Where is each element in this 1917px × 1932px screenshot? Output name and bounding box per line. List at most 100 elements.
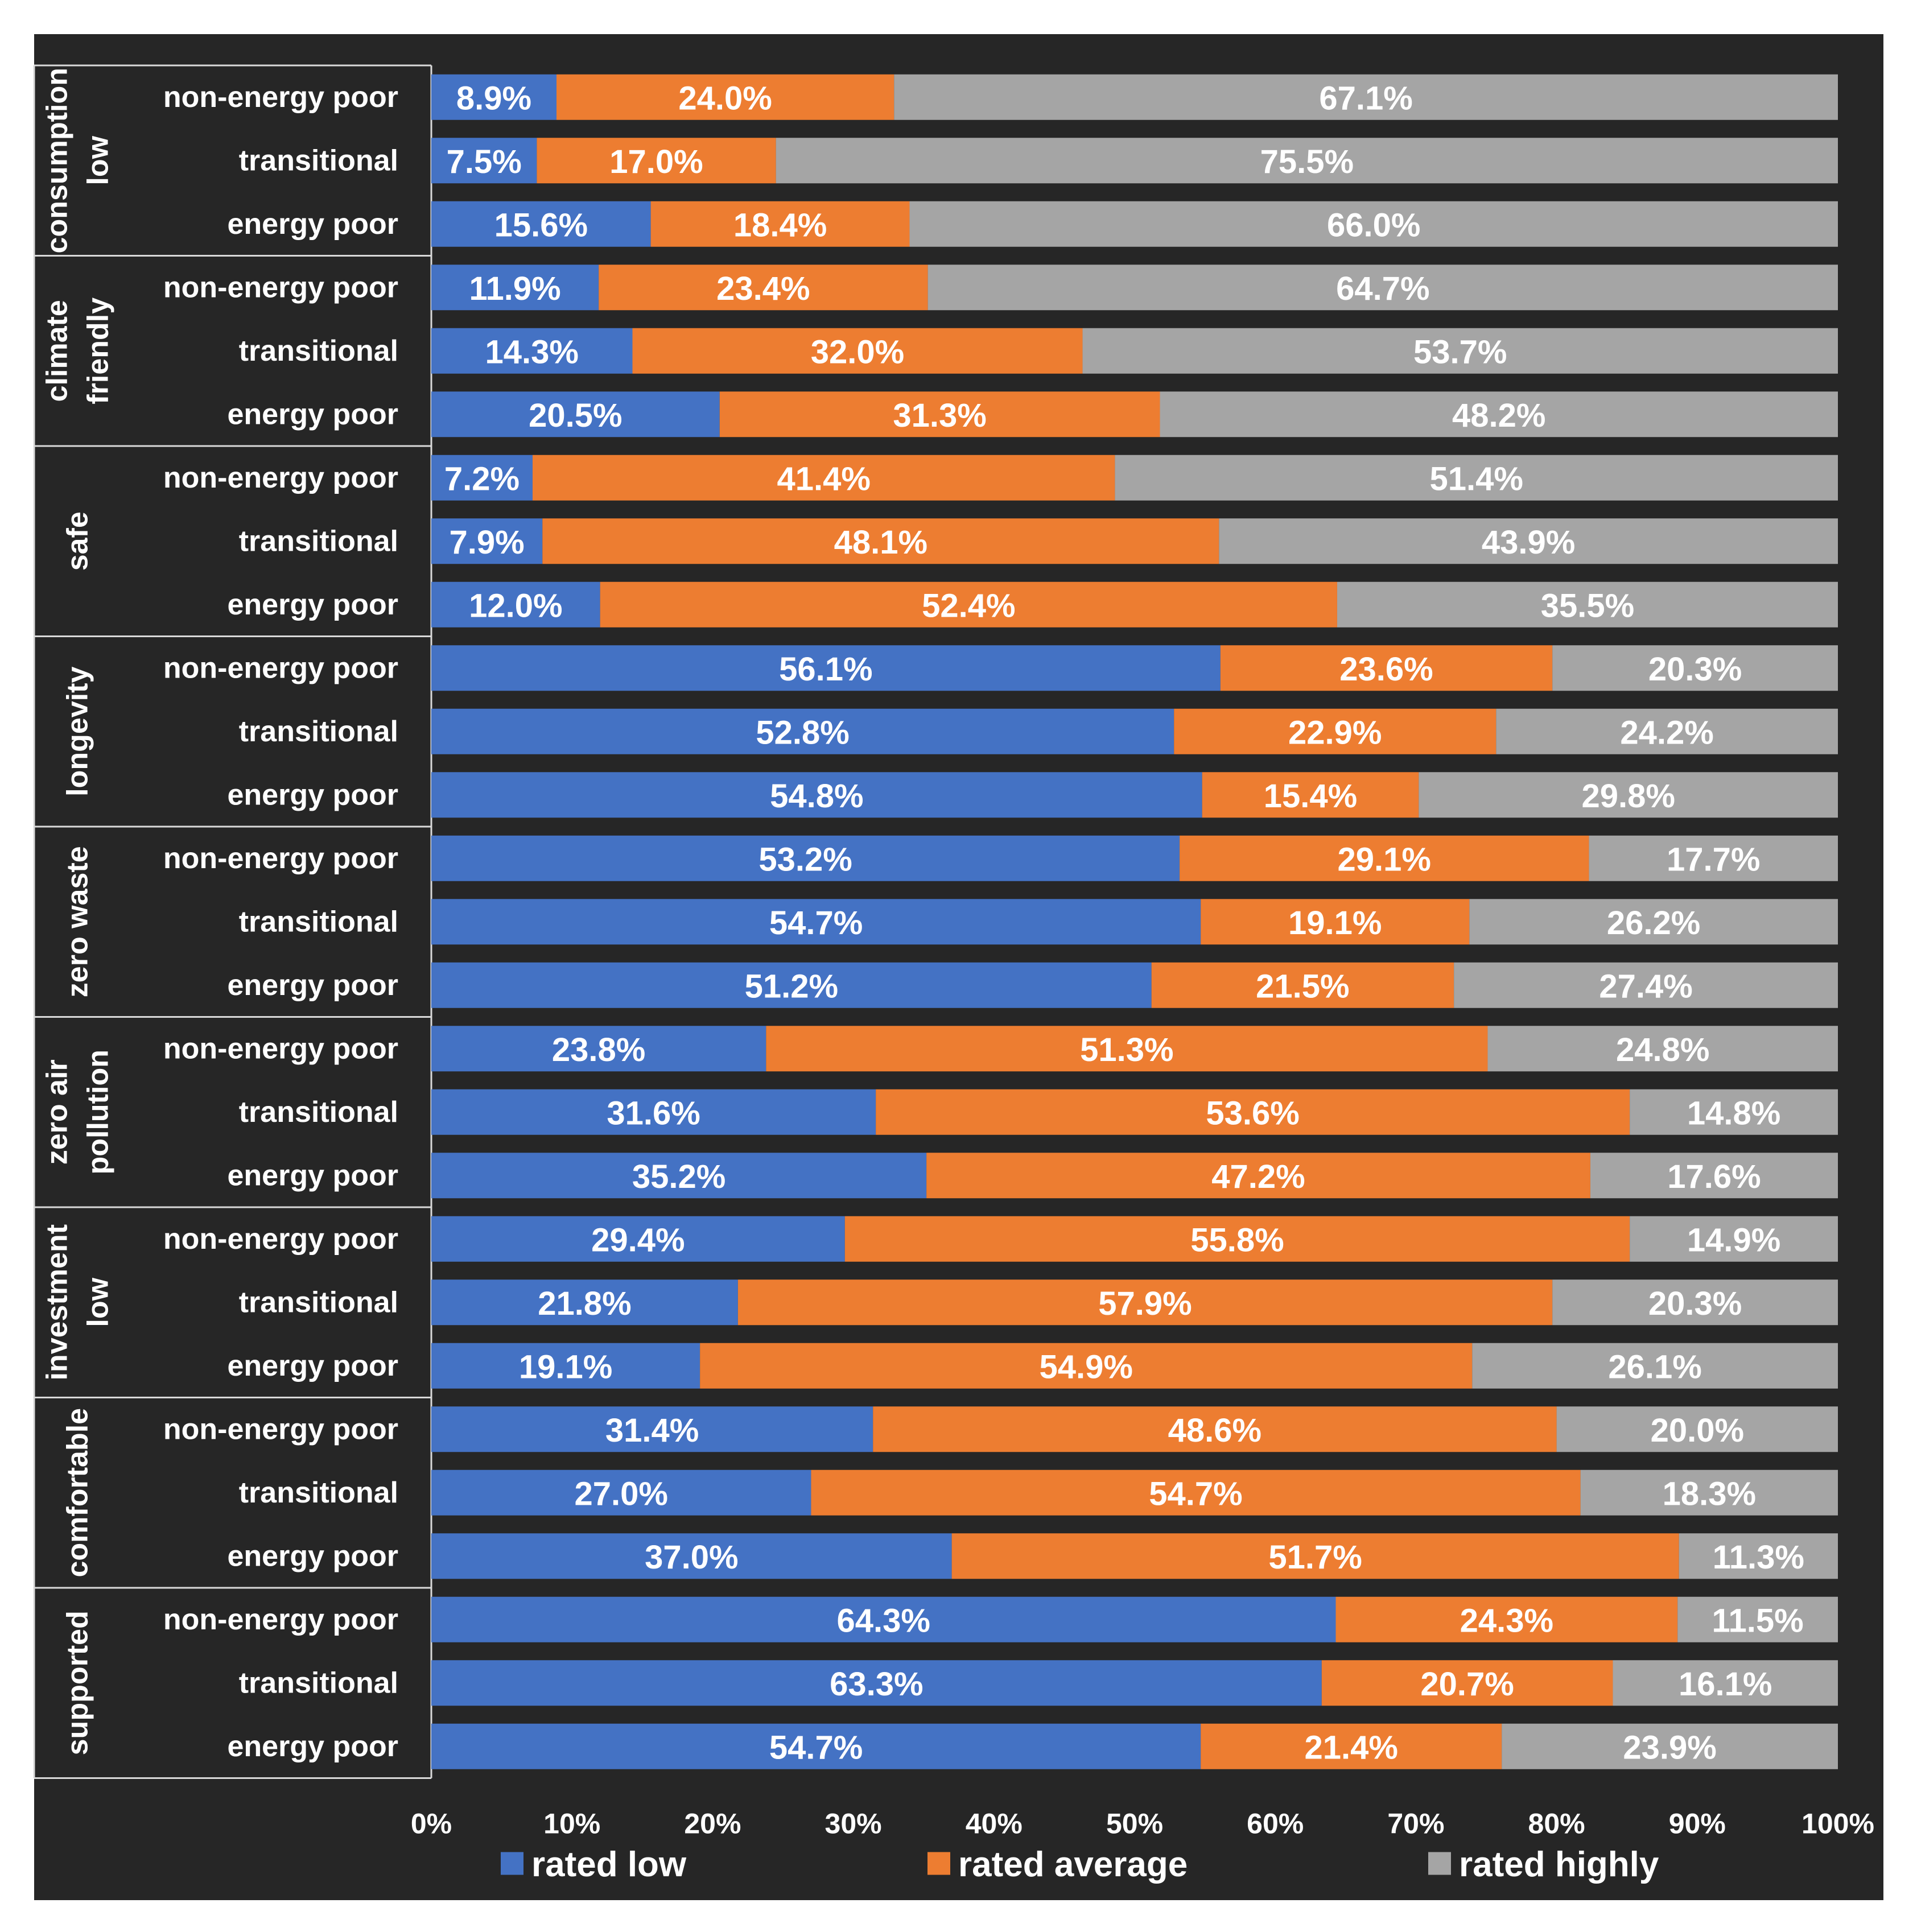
bar-segment-low [431,899,1201,945]
data-label-low: 37.0% [645,1539,738,1576]
data-label-average: 53.6% [1206,1095,1299,1132]
bar-segment-low [431,1216,845,1262]
bar-segment-low [431,1279,738,1326]
data-label-average: 22.9% [1288,714,1382,751]
bar-segment-low [431,74,557,120]
bar-segment-average [737,1279,1553,1326]
data-label-high: 18.3% [1663,1475,1756,1512]
bar-segment-low [431,581,600,628]
data-label-low: 52.8% [756,714,849,751]
legend-swatch-high [1428,1852,1451,1875]
legend-swatch-low [501,1852,523,1875]
bar-segment-high [1219,518,1838,564]
data-label-average: 17.0% [609,143,703,180]
group-label: low [82,135,115,185]
bar-segment-low [431,835,1180,881]
group-label: investment [41,1224,74,1381]
row-label: non-energy poor [163,842,398,875]
bar-segment-average [1201,1723,1502,1769]
bar-segment-average [873,1406,1557,1452]
data-label-average: 18.4% [733,207,827,243]
group-label: comfortable [61,1408,94,1578]
data-label-average: 54.9% [1039,1348,1132,1385]
bar-segment-average [766,1026,1488,1072]
bar-segment-low [431,1533,952,1579]
bar-segment-low [431,1469,811,1516]
group-label: safe [61,511,94,571]
row-label: transitional [239,1096,398,1129]
x-tick-label: 90% [1669,1808,1726,1840]
bar-segment-high [1469,899,1838,945]
group-label: climate [41,300,74,402]
data-label-high: 20.3% [1648,651,1742,688]
bar-segment-average [542,518,1219,564]
data-label-high: 26.1% [1608,1348,1701,1385]
bar-segment-average [926,1153,1590,1199]
data-label-low: 63.3% [830,1666,923,1703]
row-label: transitional [239,715,398,748]
bar-segment-high [1082,328,1838,374]
data-label-low: 54.7% [769,1729,863,1766]
data-label-high: 14.8% [1687,1095,1780,1132]
bar-segment-high [1630,1089,1838,1135]
data-label-low: 7.2% [444,460,520,497]
data-label-high: 24.2% [1620,714,1713,751]
bar-segment-average [1151,962,1454,1008]
data-label-low: 54.8% [770,778,863,815]
bar-segment-high [1552,1279,1838,1326]
row-label: energy poor [228,208,399,241]
group-label: consumption [41,68,74,253]
legend-label-average: rated average [958,1845,1188,1884]
x-tick-label: 100% [1801,1808,1874,1840]
bar-segment-high [909,201,1838,247]
data-label-low: 31.4% [605,1412,699,1449]
bar-segment-average [844,1216,1630,1262]
group-label: supported [61,1611,94,1755]
x-tick-label: 50% [1106,1808,1163,1840]
data-label-low: 8.9% [456,80,531,117]
row-label: transitional [239,1476,398,1509]
data-label-average: 21.4% [1304,1729,1397,1766]
bar-segment-high [1556,1406,1838,1452]
row-label: energy poor [228,588,399,621]
data-label-average: 47.2% [1211,1158,1305,1195]
bar-segment-average [700,1343,1473,1389]
data-label-low: 21.8% [538,1285,631,1322]
bar-segment-average [632,328,1083,374]
bar-segment-average [1180,835,1589,881]
row-label: non-energy poor [163,81,398,114]
row-label: transitional [239,335,398,368]
data-label-average: 24.3% [1460,1602,1553,1639]
bar-segment-average [811,1469,1581,1516]
bar-segment-low [431,455,533,501]
bar-segment-low [431,645,1221,691]
group-label: zero air [41,1059,74,1165]
data-label-high: 11.5% [1712,1602,1803,1639]
x-tick-label: 0% [411,1808,452,1840]
bar-segment-low [431,1723,1201,1769]
data-label-high: 26.2% [1607,905,1700,942]
bar-segment-average [1321,1660,1613,1706]
bar-segment-high [1552,645,1838,691]
data-label-average: 48.1% [834,524,927,561]
group-label: pollution [82,1050,115,1174]
x-tick-label: 10% [543,1808,600,1840]
data-label-high: 14.9% [1687,1221,1780,1258]
data-label-average: 51.3% [1080,1031,1173,1068]
bar-segment-low [431,1343,700,1389]
data-label-average: 32.0% [811,333,904,370]
bar-segment-high [927,265,1838,311]
row-label: energy poor [228,778,399,811]
bar-segment-average [556,74,894,120]
bar-segment-low [431,518,543,564]
x-tick-label: 20% [684,1808,741,1840]
bar-segment-high [1487,1026,1838,1072]
row-label: transitional [239,144,398,177]
x-tick-label: 70% [1387,1808,1444,1840]
group-label: low [82,1277,115,1327]
bar-segment-average [1202,772,1419,818]
row-label: non-energy poor [163,271,398,304]
bar-segment-low [431,1406,873,1452]
bar-segment-low [431,1660,1322,1706]
